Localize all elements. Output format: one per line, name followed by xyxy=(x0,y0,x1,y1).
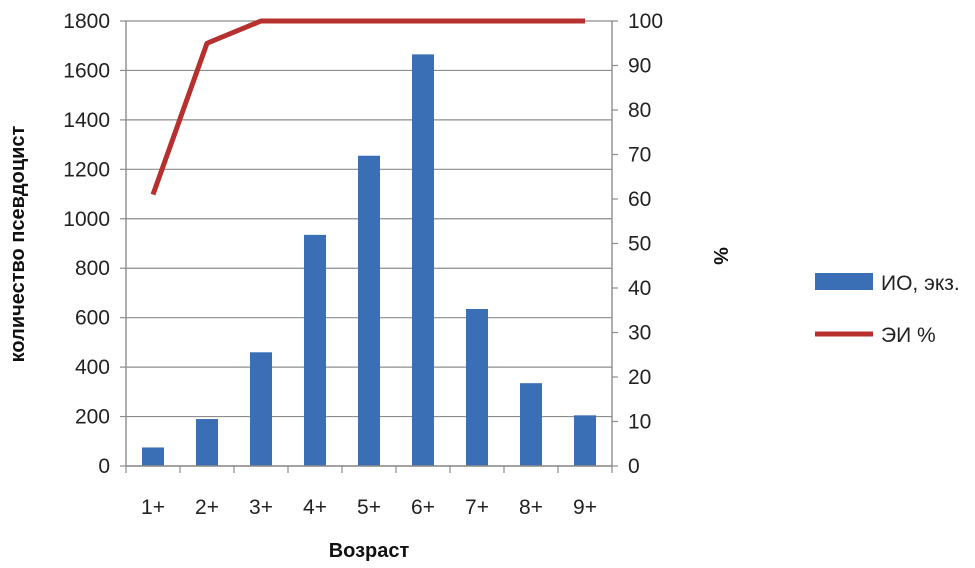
y2-axis-title: % xyxy=(709,247,731,265)
line-series xyxy=(150,18,585,196)
y-tick-label: 400 xyxy=(75,356,110,379)
y2-tick-label: 60 xyxy=(628,188,651,211)
bar xyxy=(142,447,164,466)
x-tick-label: 3+ xyxy=(249,496,273,519)
line-series-path xyxy=(150,18,585,196)
legend: ИО, экз. ЭИ % xyxy=(815,272,960,347)
y-tick-label: 1400 xyxy=(63,109,110,132)
y2-tick-label: 100 xyxy=(628,10,663,33)
bar xyxy=(358,155,380,466)
y2-tick-label: 10 xyxy=(628,411,651,434)
x-axis-title: Возраст xyxy=(329,540,410,562)
x-tick-label: 6+ xyxy=(411,496,435,519)
y2-tick-label: 40 xyxy=(628,277,651,300)
y2-tick-label: 90 xyxy=(628,55,651,78)
legend-swatch-bar xyxy=(815,273,873,290)
bar xyxy=(466,309,488,466)
bar xyxy=(520,383,542,466)
bar xyxy=(574,415,596,466)
y-tick-label: 1600 xyxy=(63,59,110,82)
y-tick-label: 1800 xyxy=(63,10,110,33)
tick-labels: 0 200 400 600 800 1000 1200 1400 1600 1800 0 10 20 30… xyxy=(63,10,663,519)
x-tick-label: 9+ xyxy=(573,496,597,519)
y-tick-label: 1200 xyxy=(63,158,110,181)
x-tick-label: 4+ xyxy=(303,496,327,519)
y2-tick-label: 0 xyxy=(628,455,640,478)
bar xyxy=(250,352,272,466)
bar xyxy=(412,54,434,466)
x-tick-label: 5+ xyxy=(357,496,381,519)
legend-label-bar: ИО, экз. xyxy=(881,272,960,295)
bar xyxy=(304,234,326,466)
x-tick-label: 2+ xyxy=(195,496,219,519)
x-tick-label: 1+ xyxy=(141,496,165,519)
y-tick-label: 200 xyxy=(75,406,110,429)
y-tick-label: 800 xyxy=(75,257,110,280)
legend-label-line: ЭИ % xyxy=(881,324,936,347)
y-tick-label: 0 xyxy=(98,455,110,478)
y-axis-title: количество псевдоцист xyxy=(7,125,29,362)
y2-tick-label: 30 xyxy=(628,322,651,345)
y2-tick-label: 70 xyxy=(628,144,651,167)
bar xyxy=(196,419,218,466)
axes xyxy=(120,20,618,473)
y-tick-label: 1000 xyxy=(63,208,110,231)
y2-tick-label: 50 xyxy=(628,233,651,256)
y2-tick-label: 80 xyxy=(628,99,651,122)
y-tick-label: 600 xyxy=(75,307,110,330)
bar-series xyxy=(142,54,596,466)
x-tick-label: 7+ xyxy=(465,496,489,519)
y2-tick-label: 20 xyxy=(628,366,651,389)
x-tick-label: 8+ xyxy=(519,496,543,519)
